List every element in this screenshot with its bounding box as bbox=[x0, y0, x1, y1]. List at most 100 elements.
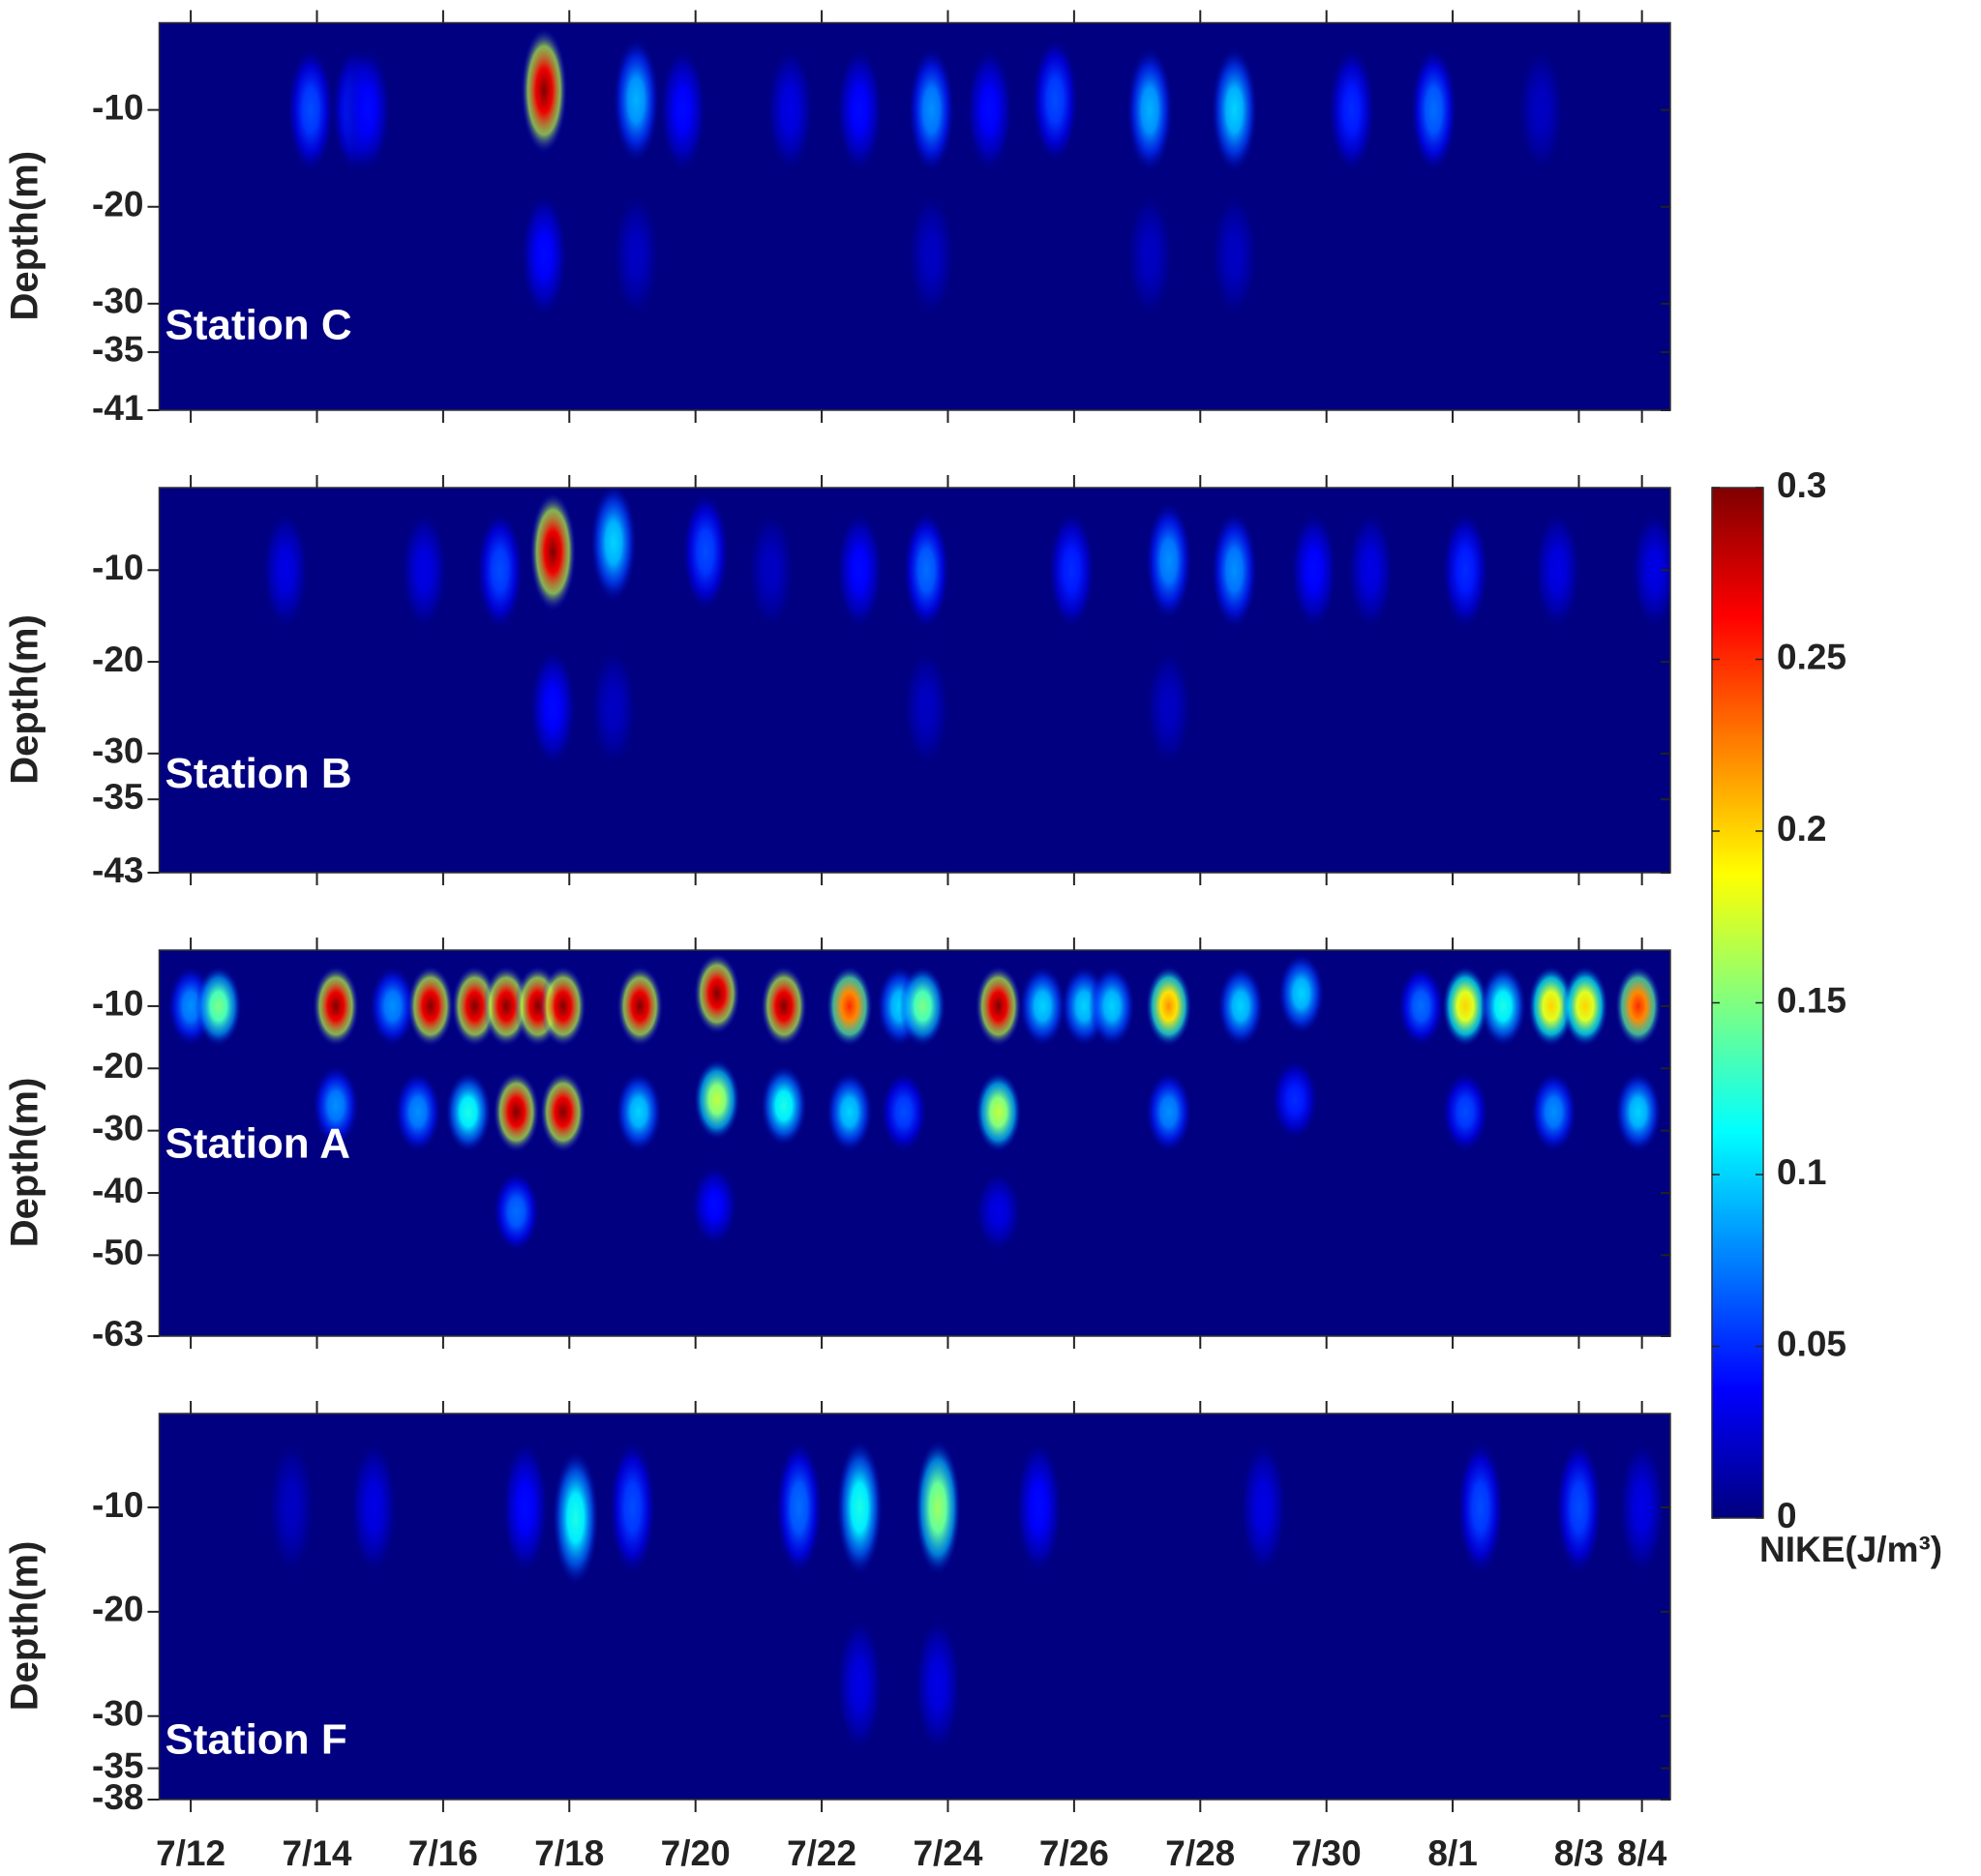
nike-blob bbox=[313, 966, 360, 1047]
nike-blob bbox=[1555, 1439, 1603, 1576]
colorbar-tick-label: 0.1 bbox=[1777, 1152, 1826, 1192]
nike-blob bbox=[915, 1617, 962, 1753]
nike-blob bbox=[539, 1071, 586, 1153]
nike-blob bbox=[975, 1071, 1022, 1153]
colorbar-tick-label: 0.25 bbox=[1777, 637, 1846, 676]
nike-blob bbox=[369, 966, 416, 1047]
station-label: Station A bbox=[165, 1119, 350, 1167]
x-tick-label: 7/28 bbox=[1165, 1833, 1235, 1873]
nike-blob bbox=[1618, 1439, 1666, 1576]
nike-blob bbox=[1126, 46, 1174, 173]
y-axis-label: Depth(m) bbox=[4, 151, 46, 321]
y-axis-label: Depth(m) bbox=[4, 1078, 46, 1248]
nike-blob bbox=[836, 1439, 884, 1576]
nike-blob bbox=[1442, 510, 1489, 630]
nike-blob bbox=[1614, 966, 1662, 1047]
y-tick-label: -30 bbox=[92, 731, 143, 771]
colorbar-tick-label: 0.3 bbox=[1777, 465, 1826, 505]
nike-blob bbox=[693, 1058, 740, 1141]
y-tick-label: -35 bbox=[92, 777, 143, 817]
x-tick-label: 7/18 bbox=[534, 1833, 604, 1873]
nike-blob bbox=[1048, 510, 1096, 630]
nike-blob bbox=[975, 1171, 1022, 1253]
x-tick-label: 7/20 bbox=[661, 1833, 731, 1873]
nike-blob bbox=[1145, 966, 1192, 1047]
y-tick-label: -43 bbox=[92, 850, 143, 890]
nike-blob bbox=[501, 1439, 549, 1576]
nike-blob bbox=[1015, 1439, 1063, 1576]
colorbar-label: NIKE(J/m³) bbox=[1759, 1530, 1942, 1569]
nike-blob bbox=[529, 491, 577, 611]
nike-blob bbox=[493, 1171, 540, 1253]
y-tick-label: -20 bbox=[92, 1046, 143, 1086]
x-tick-label: 7/14 bbox=[282, 1833, 351, 1873]
nike-blob bbox=[261, 510, 309, 630]
nike-blob bbox=[444, 1071, 492, 1153]
nike-blob bbox=[1347, 510, 1395, 630]
nike-blob bbox=[521, 192, 568, 318]
nike-blob bbox=[766, 46, 814, 173]
nike-blob bbox=[1211, 510, 1258, 630]
nike-blob bbox=[1456, 1439, 1504, 1576]
station-label: Station B bbox=[165, 750, 352, 797]
nike-blob bbox=[903, 510, 950, 630]
x-tick-label: 7/30 bbox=[1292, 1833, 1362, 1873]
x-tick-label: 8/1 bbox=[1427, 1833, 1477, 1873]
panel-background bbox=[159, 1414, 1670, 1800]
nike-blob bbox=[1397, 966, 1445, 1047]
colorbar-tick-label: 0.2 bbox=[1777, 809, 1826, 849]
y-tick-label: -10 bbox=[92, 984, 143, 1024]
x-tick-label: 7/12 bbox=[156, 1833, 225, 1873]
nike-blob bbox=[691, 1165, 738, 1246]
nike-blob bbox=[975, 966, 1022, 1047]
nike-blob bbox=[1277, 953, 1325, 1034]
x-tick-label: 8/4 bbox=[1617, 1833, 1667, 1873]
y-tick-label: -10 bbox=[92, 548, 143, 587]
panel-border bbox=[158, 21, 1671, 411]
nike-blob bbox=[195, 966, 242, 1047]
nike-blob bbox=[775, 1439, 823, 1576]
y-tick-label: -35 bbox=[92, 330, 143, 370]
nike-blob bbox=[609, 1439, 656, 1576]
nike-blob bbox=[760, 1065, 807, 1146]
nike-blob bbox=[521, 27, 568, 154]
nike-blob bbox=[613, 192, 660, 318]
nike-blob bbox=[1032, 37, 1079, 164]
heatmap-field bbox=[286, 27, 1565, 318]
nike-blob bbox=[1272, 1058, 1319, 1141]
y-tick-label: -20 bbox=[92, 1590, 143, 1629]
colorbar-tick-label: 0.05 bbox=[1777, 1324, 1846, 1363]
nike-blob bbox=[406, 966, 454, 1047]
y-tick-label: -30 bbox=[92, 1694, 143, 1734]
nike-blob bbox=[693, 953, 740, 1034]
nike-blob bbox=[1019, 966, 1066, 1047]
panel-border bbox=[158, 949, 1671, 1337]
nike-blob bbox=[1290, 510, 1337, 630]
x-tick-label: 8/3 bbox=[1554, 1833, 1604, 1873]
nike-blob bbox=[589, 647, 637, 768]
nike-blob bbox=[908, 46, 955, 173]
nike-blob bbox=[825, 1071, 873, 1153]
y-tick-label: -50 bbox=[92, 1233, 143, 1272]
y-axis-label: Depth(m) bbox=[4, 614, 46, 785]
nike-blob bbox=[401, 510, 448, 630]
y-tick-label: -20 bbox=[92, 185, 143, 224]
nike-blob bbox=[394, 1071, 441, 1153]
nike-blob bbox=[903, 647, 950, 768]
nike-blob bbox=[1631, 510, 1670, 630]
y-tick-label: -35 bbox=[92, 1745, 143, 1785]
nike-blob bbox=[589, 488, 637, 603]
nike-blob bbox=[836, 46, 884, 173]
x-tick-label: 7/16 bbox=[408, 1833, 478, 1873]
colorbar-tick-label: 0 bbox=[1777, 1496, 1797, 1535]
nike-blob bbox=[1530, 1071, 1577, 1153]
nike-blob bbox=[613, 37, 660, 164]
nike-blob bbox=[908, 192, 955, 318]
nike-blob bbox=[1328, 46, 1375, 173]
y-tick-label: -20 bbox=[92, 640, 143, 679]
y-tick-label: -63 bbox=[92, 1314, 143, 1354]
nike-blob bbox=[1088, 966, 1135, 1047]
y-tick-label: -38 bbox=[92, 1777, 143, 1817]
x-tick-label: 7/26 bbox=[1039, 1833, 1109, 1873]
y-axis-label: Depth(m) bbox=[4, 1541, 46, 1712]
